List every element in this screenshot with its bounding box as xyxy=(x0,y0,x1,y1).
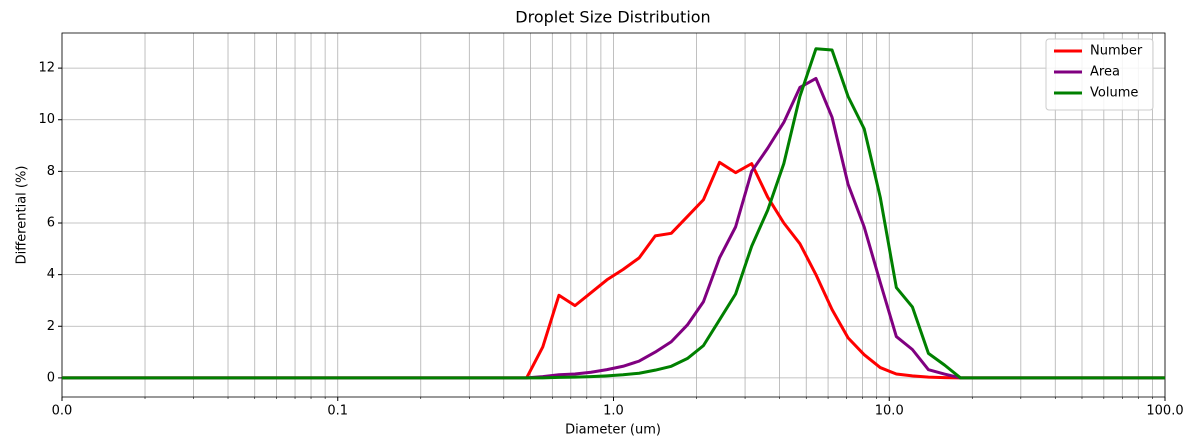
x-tick-label: 100.0 xyxy=(1146,404,1183,419)
legend-label: Volume xyxy=(1090,86,1138,101)
y-tick-label: 4 xyxy=(47,267,55,282)
y-tick-label: 10 xyxy=(38,112,55,127)
x-tick-label: 1.0 xyxy=(603,404,624,419)
series-line xyxy=(62,160,1165,380)
legend: Number Area Volume xyxy=(1045,38,1154,111)
chart-title: Droplet Size Distribution xyxy=(515,8,710,27)
y-axis-label: Differential (%) xyxy=(15,166,30,265)
y-tick-label: 8 xyxy=(47,164,55,179)
series-line xyxy=(62,76,1165,380)
x-axis-label: Diameter (um) xyxy=(565,423,661,438)
y-tick-label: 12 xyxy=(38,61,55,76)
series-line xyxy=(62,47,1165,380)
x-tick-label: 10.0 xyxy=(875,404,904,419)
legend-label: Area xyxy=(1090,65,1120,80)
x-tick-label: 0.0 xyxy=(52,404,73,419)
plot-frame xyxy=(61,32,1166,398)
legend-label: Number xyxy=(1090,44,1143,59)
y-tick-label: 6 xyxy=(47,216,55,231)
y-tick-label: 2 xyxy=(47,319,55,334)
x-tick-label: 0.1 xyxy=(327,404,348,419)
y-tick-label: 0 xyxy=(47,370,55,385)
